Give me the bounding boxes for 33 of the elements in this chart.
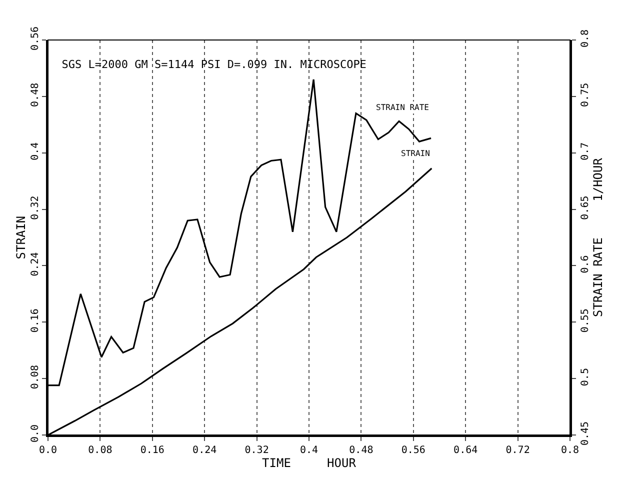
y-axis-title: STRAIN <box>14 216 28 260</box>
x-tick-label: 0.56 <box>401 445 426 456</box>
x-tick-label: 0.24 <box>192 445 217 456</box>
x-tick-label: 0.0 <box>38 445 58 456</box>
y2-tick-label: 0.5 <box>580 368 591 386</box>
y2-tick-label: 0.8 <box>580 29 591 48</box>
x-axis-title: TIME HOUR <box>262 456 357 470</box>
y2-tick-label: 0.6 <box>580 255 591 274</box>
y-tick-label: 0.56 <box>30 26 41 51</box>
y-tick-label: 0.08 <box>30 365 41 390</box>
x-tick-label: 0.48 <box>349 445 374 456</box>
y2-tick-label: 0.65 <box>580 196 591 220</box>
y2-tick-label: 0.45 <box>580 421 591 446</box>
y2-tick-label: 0.75 <box>580 82 591 107</box>
x-tick-label: 0.08 <box>88 445 112 456</box>
series-label: STRAIN RATE <box>376 103 430 112</box>
y-tick-label: 0.48 <box>30 82 41 107</box>
y2-tick-label: 0.7 <box>580 142 591 160</box>
y-tick-label: 0.32 <box>30 196 41 220</box>
y-tick-label: 0.24 <box>30 252 41 276</box>
y-tick-label: 0.0 <box>30 424 41 443</box>
series-label: STRAIN <box>401 149 430 158</box>
text: SGS L=2000 GM S=1144 PSI D=.099 IN. MICROSCOPE <box>62 58 366 72</box>
x-tick-label: 0.72 <box>506 445 530 456</box>
x-tick-label: 0.4 <box>300 445 318 456</box>
y-tick-label: 0.4 <box>30 142 41 160</box>
x-tick-label: 0.32 <box>244 445 269 456</box>
x-tick-label: 0.64 <box>454 445 478 456</box>
y2-tick-label: 0.55 <box>580 308 591 333</box>
x-tick-label: 0.8 <box>560 445 580 456</box>
y2-axis-title: STRAIN RATE 1/HOUR <box>591 157 605 317</box>
x-tick-label: 0.16 <box>140 445 164 456</box>
y-tick-label: 0.16 <box>30 308 41 333</box>
